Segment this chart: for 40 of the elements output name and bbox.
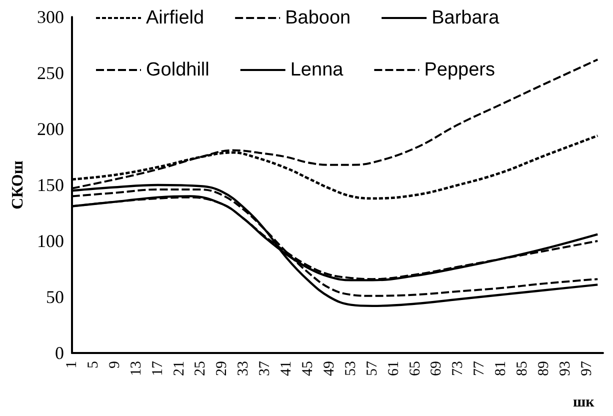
x-tick-label: 5: [85, 361, 102, 368]
legend-label: Goldhill: [146, 60, 210, 80]
x-tick-label: 77: [472, 360, 488, 376]
y-tick-label: 300: [37, 7, 64, 27]
x-tick-label: 97: [578, 360, 595, 376]
legend-label: Lenna: [290, 60, 344, 80]
x-tick-label: 29: [214, 361, 230, 376]
y-tick-label: 0: [55, 343, 64, 363]
x-tick-label: 37: [257, 360, 274, 376]
x-tick-label: 33: [236, 361, 252, 376]
y-tick-label: 150: [37, 175, 64, 195]
y-tick-label: 100: [37, 231, 64, 251]
x-tick-label: 9: [106, 361, 123, 368]
x-tick-label: 89: [536, 361, 552, 376]
x-tick-label: 73: [450, 361, 466, 376]
x-tick-label: 25: [192, 361, 209, 376]
x-tick-label: 21: [171, 361, 188, 376]
x-tick-label: 69: [428, 361, 445, 376]
legend-label: Barbara: [432, 8, 500, 28]
x-tick-label: 93: [557, 361, 574, 376]
x-tick-label: 85: [514, 361, 531, 376]
x-tick-label: 81: [493, 361, 510, 376]
legend-label: Airfield: [146, 8, 204, 28]
x-tick-label: 45: [300, 361, 316, 376]
legend-label: Peppers: [424, 60, 495, 80]
x-tick-label: 57: [364, 360, 380, 376]
y-axis-title: СКОш: [10, 160, 27, 210]
legend-label: Baboon: [285, 8, 351, 28]
y-tick-label: 50: [46, 287, 64, 307]
x-tick-label: 1: [64, 361, 80, 368]
x-tick-label: 61: [386, 361, 402, 376]
x-tick-label: 41: [278, 361, 295, 376]
x-tick-label: 65: [407, 361, 424, 376]
x-axis-title: шк: [573, 394, 595, 410]
x-tick-label: 53: [342, 361, 359, 376]
x-tick-label: 49: [321, 361, 338, 376]
y-tick-label: 250: [37, 63, 64, 83]
x-tick-label: 17: [150, 360, 166, 376]
x-tick-label: 13: [128, 361, 144, 376]
y-tick-label: 200: [37, 119, 64, 139]
